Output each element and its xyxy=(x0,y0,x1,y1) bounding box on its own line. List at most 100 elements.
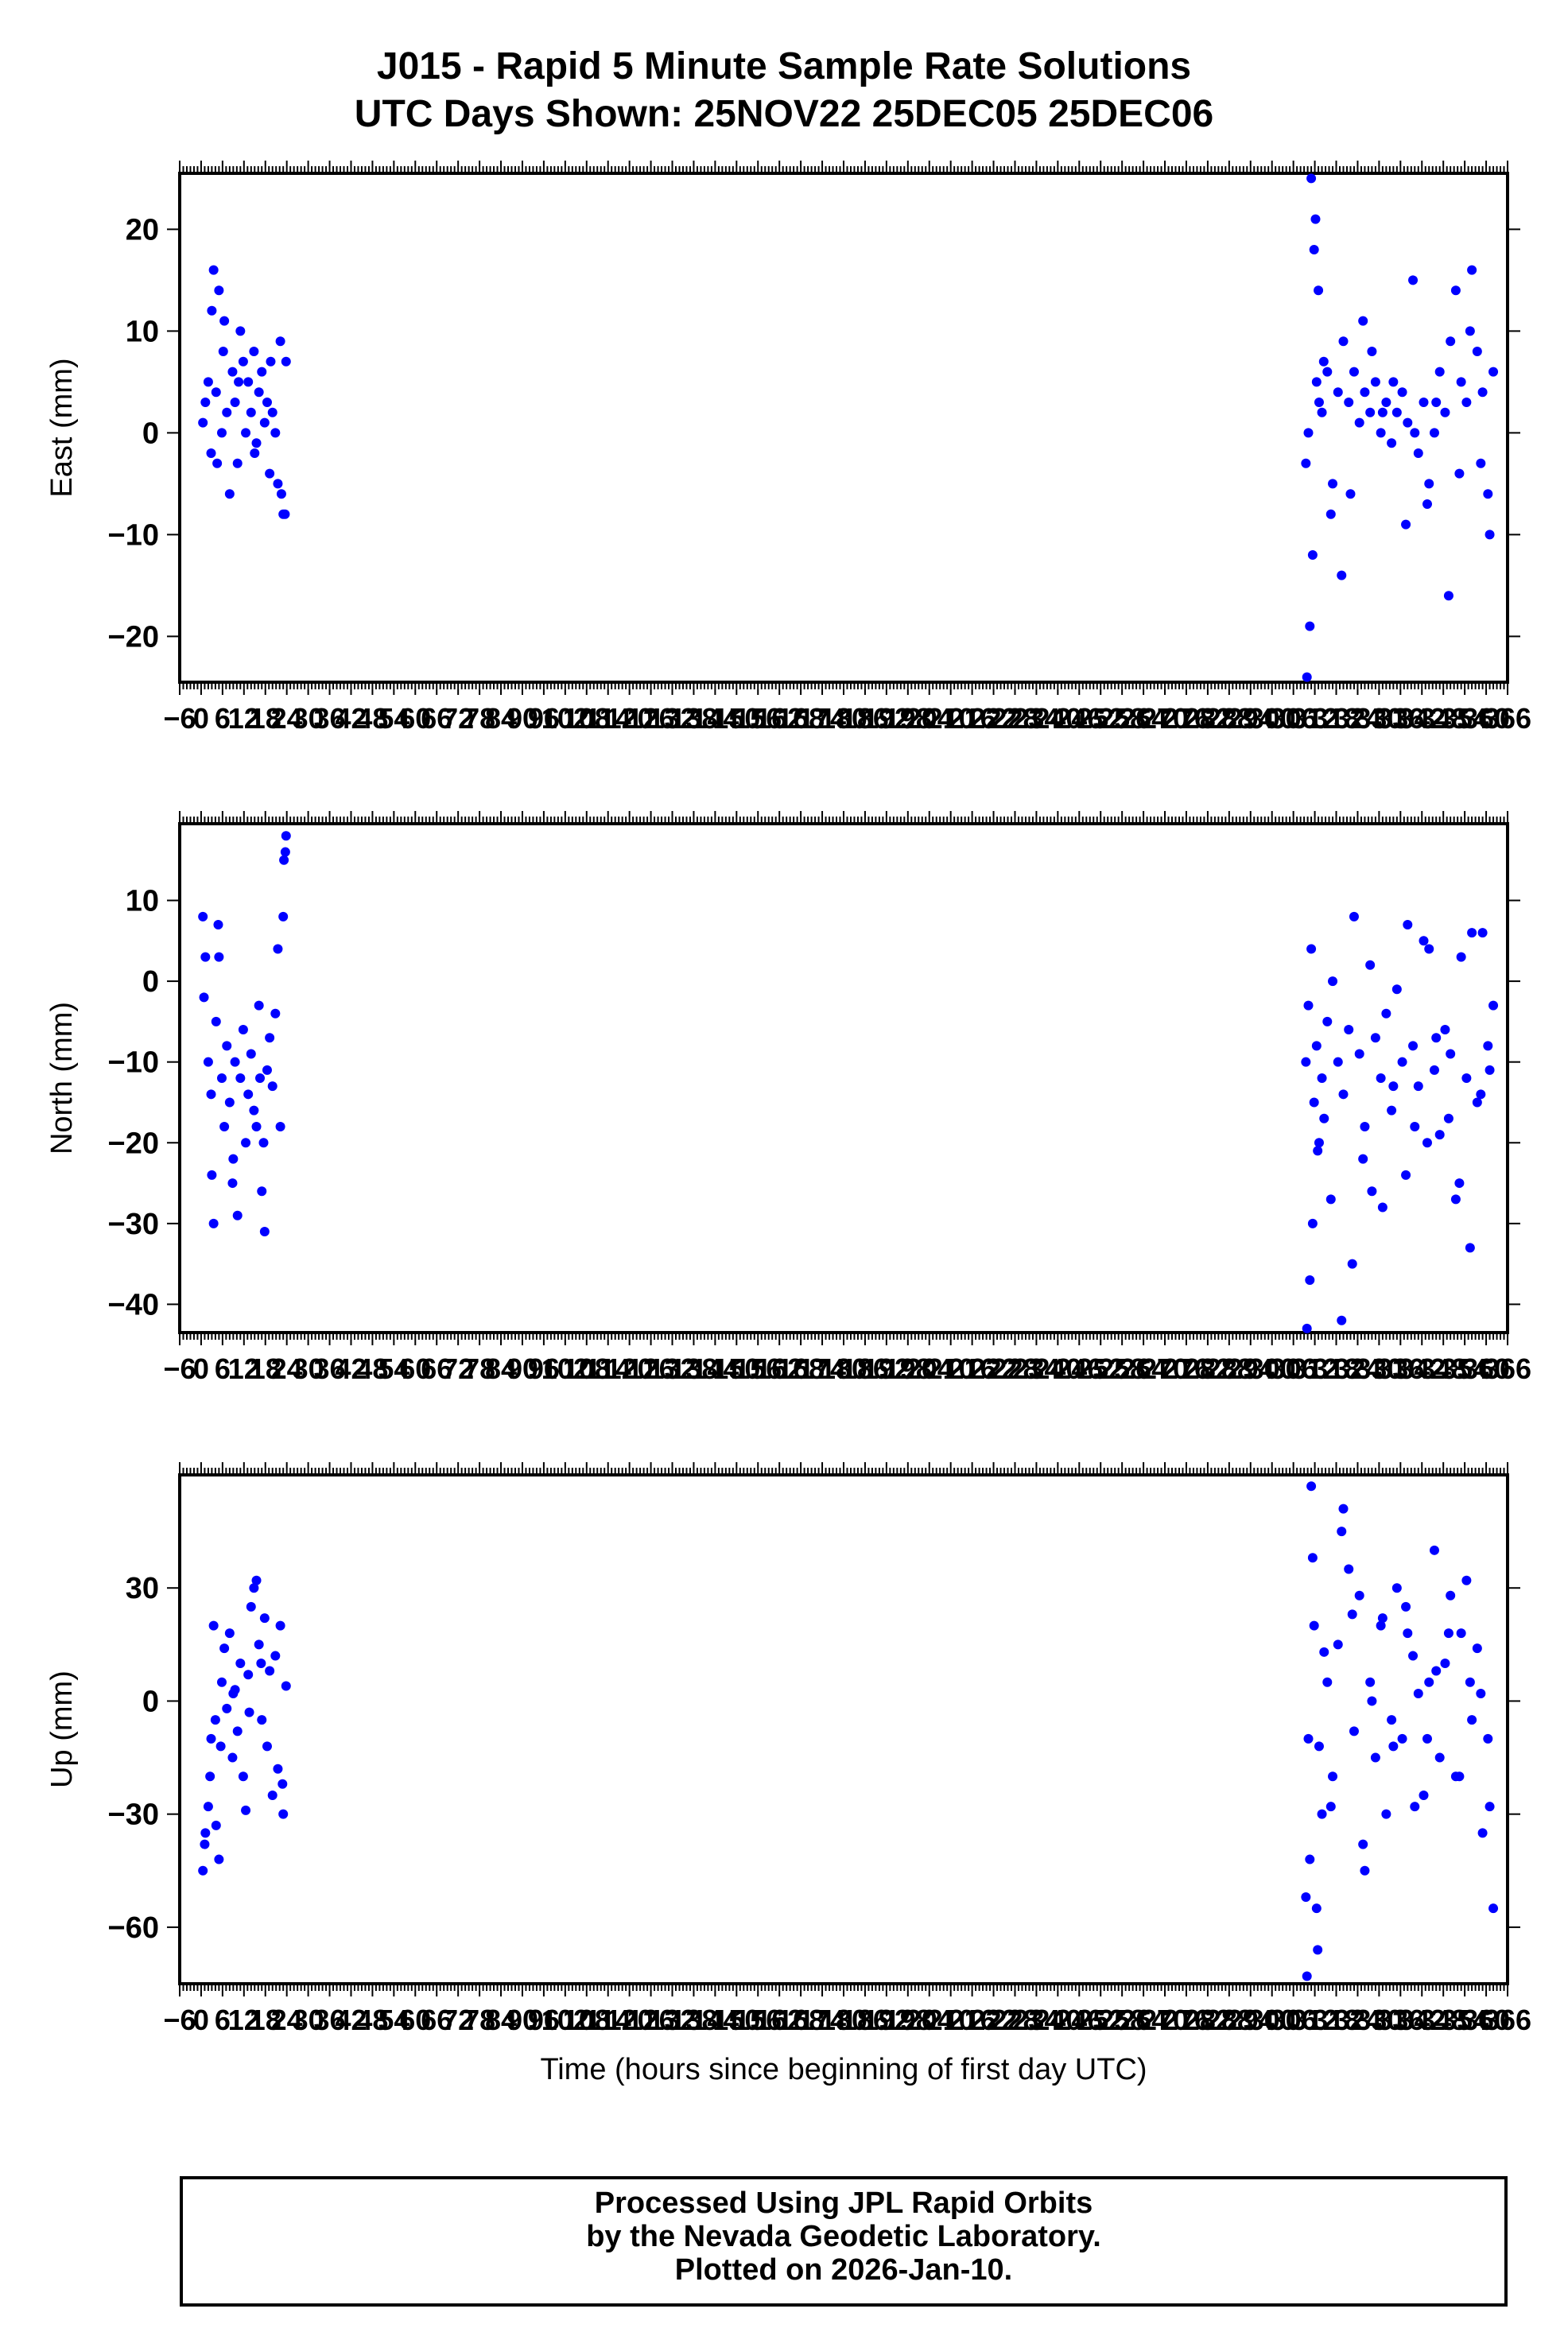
data-point xyxy=(238,1771,248,1782)
data-point xyxy=(1403,417,1413,428)
data-point xyxy=(1314,1138,1324,1148)
y-axis-label: East (mm) xyxy=(45,358,79,497)
data-point xyxy=(1301,458,1311,468)
data-point xyxy=(246,407,256,417)
data-point xyxy=(257,1715,267,1725)
data-point xyxy=(227,367,238,377)
data-point xyxy=(270,1008,281,1019)
data-point xyxy=(1397,1057,1407,1067)
x-tick-label: 198 xyxy=(884,1352,932,1385)
x-tick-label: 168 xyxy=(777,1352,825,1385)
x-tick-label: 132 xyxy=(648,1352,696,1385)
x-tick-label: 66 xyxy=(421,2004,452,2036)
data-point xyxy=(1376,428,1386,438)
x-tick-label: 348 xyxy=(1419,702,1467,735)
data-point xyxy=(1422,1733,1432,1744)
data-point xyxy=(208,1218,219,1228)
data-point xyxy=(275,336,285,347)
x-tick-label: 348 xyxy=(1419,2004,1467,2036)
data-point xyxy=(230,398,240,407)
x-tick-label: 270 xyxy=(1141,1352,1189,1385)
x-tick-label: 168 xyxy=(777,702,825,735)
x-tick-label: 0 xyxy=(193,702,209,735)
x-tick-label: 18 xyxy=(250,702,281,735)
x-tick-label: 288 xyxy=(1205,702,1253,735)
data-point xyxy=(1307,1553,1318,1563)
data-point xyxy=(1309,245,1319,254)
data-point xyxy=(1317,407,1327,417)
data-point xyxy=(235,1659,246,1669)
x-tick-label: 162 xyxy=(755,1352,803,1385)
x-tick-label: 318 xyxy=(1312,702,1360,735)
x-tick-label: 258 xyxy=(1098,702,1146,735)
data-point xyxy=(1344,1564,1354,1574)
data-point xyxy=(1388,377,1399,387)
x-tick-label: 264 xyxy=(1120,2004,1167,2036)
data-point xyxy=(1377,1202,1388,1213)
data-point xyxy=(1302,1323,1312,1333)
data-point xyxy=(1443,591,1454,601)
x-tick-label: 276 xyxy=(1162,1352,1210,1385)
data-point xyxy=(203,377,213,387)
data-point xyxy=(1311,1903,1322,1914)
data-point xyxy=(238,356,248,367)
data-point xyxy=(246,1601,256,1612)
data-point xyxy=(1488,1903,1499,1914)
x-tick-label: 192 xyxy=(863,2004,910,2036)
data-point xyxy=(1443,1113,1454,1123)
x-tick-label: 270 xyxy=(1141,702,1189,735)
processing-info-box: Processed Using JPL Rapid Orbits by the … xyxy=(180,2176,1508,2307)
data-point xyxy=(1397,1733,1407,1744)
data-point xyxy=(1325,1802,1336,1812)
data-point xyxy=(1347,1259,1357,1269)
data-point xyxy=(1434,1130,1445,1140)
data-point xyxy=(230,1057,240,1067)
data-point xyxy=(1344,398,1354,407)
data-point xyxy=(259,417,270,428)
x-tick-label: 312 xyxy=(1291,702,1339,735)
data-point xyxy=(216,1073,227,1083)
x-tick-label: 330 xyxy=(1355,702,1403,735)
data-point xyxy=(224,1628,235,1639)
x-tick-label: 312 xyxy=(1291,1352,1339,1385)
data-point xyxy=(1360,1865,1370,1876)
data-point xyxy=(251,1121,262,1131)
data-point xyxy=(1424,1677,1434,1687)
x-tick-label: 312 xyxy=(1291,2004,1339,2036)
x-tick-label: 366 xyxy=(1484,702,1531,735)
x-tick-label: 300 xyxy=(1248,702,1296,735)
x-tick-label: 336 xyxy=(1376,702,1424,735)
data-point xyxy=(1403,919,1413,929)
x-tick-label: 174 xyxy=(798,702,846,735)
data-point xyxy=(280,847,290,857)
data-point xyxy=(215,1741,226,1752)
x-tick-label: 222 xyxy=(970,1352,1018,1385)
data-point xyxy=(1465,326,1475,336)
data-point xyxy=(1338,1504,1349,1514)
data-point xyxy=(1370,377,1380,387)
data-point xyxy=(1476,458,1486,468)
data-point xyxy=(1376,1073,1386,1083)
data-point xyxy=(1485,1802,1495,1812)
x-tick-label: 348 xyxy=(1419,1352,1467,1385)
data-point xyxy=(1477,928,1488,938)
data-point xyxy=(1314,1741,1324,1752)
series-cluster-2 xyxy=(1301,173,1499,682)
x-tick-label: 6 xyxy=(215,1352,231,1385)
data-point xyxy=(228,1154,239,1164)
data-point xyxy=(214,952,224,962)
data-point xyxy=(1429,428,1439,438)
data-point xyxy=(1305,1275,1315,1285)
data-point xyxy=(1376,1620,1386,1631)
x-tick-label: 264 xyxy=(1120,1352,1167,1385)
data-point xyxy=(1322,1016,1333,1026)
data-point xyxy=(211,1820,221,1830)
x-tick-label: 342 xyxy=(1398,1352,1446,1385)
x-tick-label: 234 xyxy=(1012,702,1060,735)
data-point xyxy=(1419,398,1429,407)
data-point xyxy=(1313,1945,1323,1955)
data-point xyxy=(1454,1178,1465,1189)
x-tick-label: −6 xyxy=(163,2004,196,2036)
data-point xyxy=(1413,1688,1423,1698)
x-tick-label: 210 xyxy=(927,1352,975,1385)
